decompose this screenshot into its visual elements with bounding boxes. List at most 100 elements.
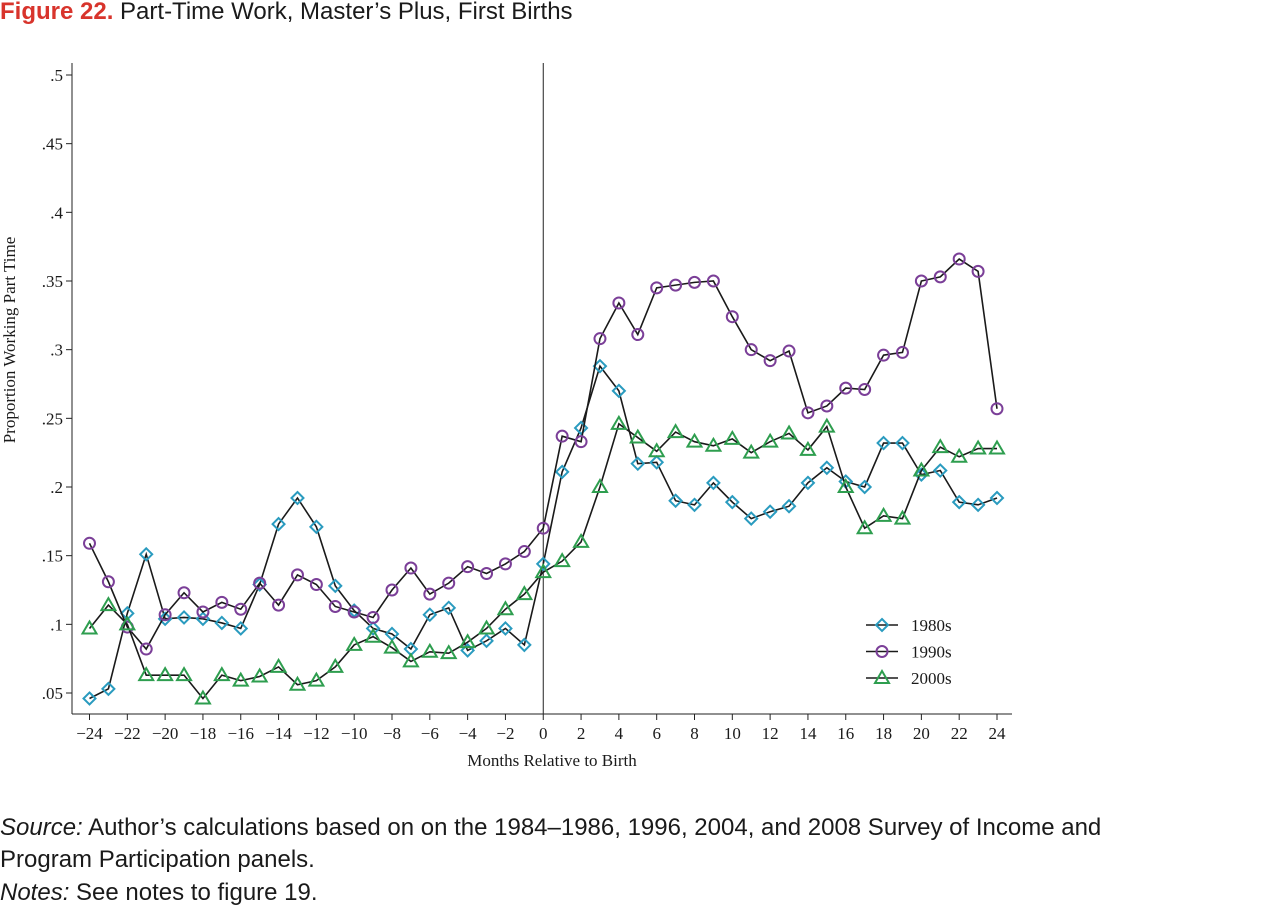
triangle-marker [629, 428, 647, 444]
diamond-marker [800, 475, 816, 491]
triangle-marker [591, 478, 609, 493]
circle-marker [593, 332, 607, 346]
circle-marker [253, 576, 267, 590]
triangle-marker [213, 666, 231, 682]
source-text-2: Program Participation panels. [0, 846, 315, 873]
x-axis-label: Months Relative to Birth [467, 751, 637, 770]
notes-text: See notes to figure 19. [76, 879, 318, 906]
circle-marker [423, 587, 437, 601]
diamond-marker [857, 479, 873, 495]
circle-marker [875, 645, 889, 658]
circle-marker [177, 586, 191, 600]
circle-marker [990, 402, 1004, 416]
triangle-marker [175, 666, 193, 682]
y-tick-label: .3 [50, 341, 63, 360]
y-tick-label: .2 [50, 478, 63, 497]
triangle-marker [364, 627, 382, 643]
diamond-marker [819, 460, 835, 476]
circle-marker [555, 429, 569, 443]
triangle-marker [988, 439, 1006, 455]
triangle-marker [893, 509, 912, 525]
triangle-marker [326, 657, 345, 673]
triangle-marker [439, 644, 458, 660]
source-label: Source: [0, 814, 83, 841]
triangle-marker [402, 652, 420, 668]
triangle-marker [799, 440, 817, 456]
triangle-marker [553, 552, 571, 568]
triangle-marker [99, 596, 118, 612]
circle-marker [933, 270, 947, 284]
diamond-marker [989, 490, 1005, 506]
x-tick-label: −6 [421, 724, 439, 743]
x-tick-label: −12 [303, 724, 330, 743]
circle-marker [290, 568, 304, 582]
diamond-marker [649, 454, 665, 470]
y-tick-label: .1 [50, 615, 63, 634]
circle-marker [480, 567, 494, 581]
x-tick-label: 8 [690, 724, 699, 743]
triangle-marker [421, 642, 439, 658]
diamond-marker [762, 504, 778, 520]
x-tick-label: 16 [837, 724, 854, 743]
x-tick-label: 20 [913, 724, 930, 743]
diamond-marker [138, 546, 154, 562]
x-tick-label: 14 [799, 724, 817, 743]
circle-marker [498, 557, 512, 571]
circle-marker [706, 274, 720, 288]
circle-marker [877, 348, 891, 362]
series-line-2000s [88, 422, 997, 700]
circle-marker [914, 274, 928, 288]
source-text: Author’s calculations based on on the 19… [88, 814, 1102, 841]
triangle-marker [761, 432, 779, 448]
diamond-marker [743, 511, 759, 527]
figure-title: Figure 22. Part-Time Work, Master’s Plus… [0, 0, 573, 26]
circle-marker [971, 264, 985, 278]
x-tick-label: −18 [190, 724, 217, 743]
circle-marker [404, 561, 418, 575]
circle-marker [952, 252, 966, 266]
triangle-marker [288, 675, 307, 691]
legend: 1980s 1990s 2000s [866, 616, 952, 688]
circle-marker [631, 328, 645, 342]
line-chart: .05.1.15.2.25.3.35.4.45.5 −24 −22 −20 −18 −1… [0, 63, 1012, 770]
x-tick-label: 4 [615, 724, 624, 743]
triangle-marker [383, 638, 401, 654]
triangle-marker [950, 447, 968, 463]
legend-item-1990s: 1990s [866, 643, 952, 662]
triangle-marker [156, 666, 174, 682]
circle-marker [347, 605, 361, 619]
plot-frame [71, 63, 1012, 715]
diamond-marker [611, 383, 627, 399]
diamond-marker [705, 475, 721, 491]
legend-label: 1990s [911, 643, 952, 662]
triangle-marker [610, 414, 628, 430]
diamond-marker [668, 493, 684, 509]
triangle-marker [818, 417, 836, 433]
triangle-marker [666, 423, 685, 439]
diamond-marker [781, 498, 797, 514]
series-layer [80, 252, 1006, 706]
diamond-marker [630, 456, 646, 472]
y-tick-label: .35 [42, 272, 63, 291]
triangle-marker [307, 671, 326, 687]
triangle-marker [742, 443, 760, 459]
circle-marker [801, 406, 815, 420]
triangle-marker [345, 635, 363, 651]
diamond-marker [365, 621, 381, 636]
circle-marker [782, 344, 796, 358]
diamond-marker [913, 467, 929, 483]
triangle-marker [137, 666, 155, 682]
circle-marker [744, 343, 758, 357]
x-tick-label: 12 [762, 724, 779, 743]
circle-marker [725, 310, 739, 324]
diamond-marker [119, 605, 135, 621]
circle-marker [669, 278, 683, 292]
circle-marker [328, 599, 342, 613]
diamond-marker [876, 435, 891, 451]
figure-title-text: Part-Time Work, Master’s Plus, First Bir… [120, 0, 573, 25]
circle-marker [858, 382, 872, 396]
circle-marker [101, 575, 115, 589]
figure-number: Figure 22. [0, 0, 114, 25]
diamond-marker [516, 637, 532, 653]
x-tick-label: −16 [227, 724, 254, 743]
